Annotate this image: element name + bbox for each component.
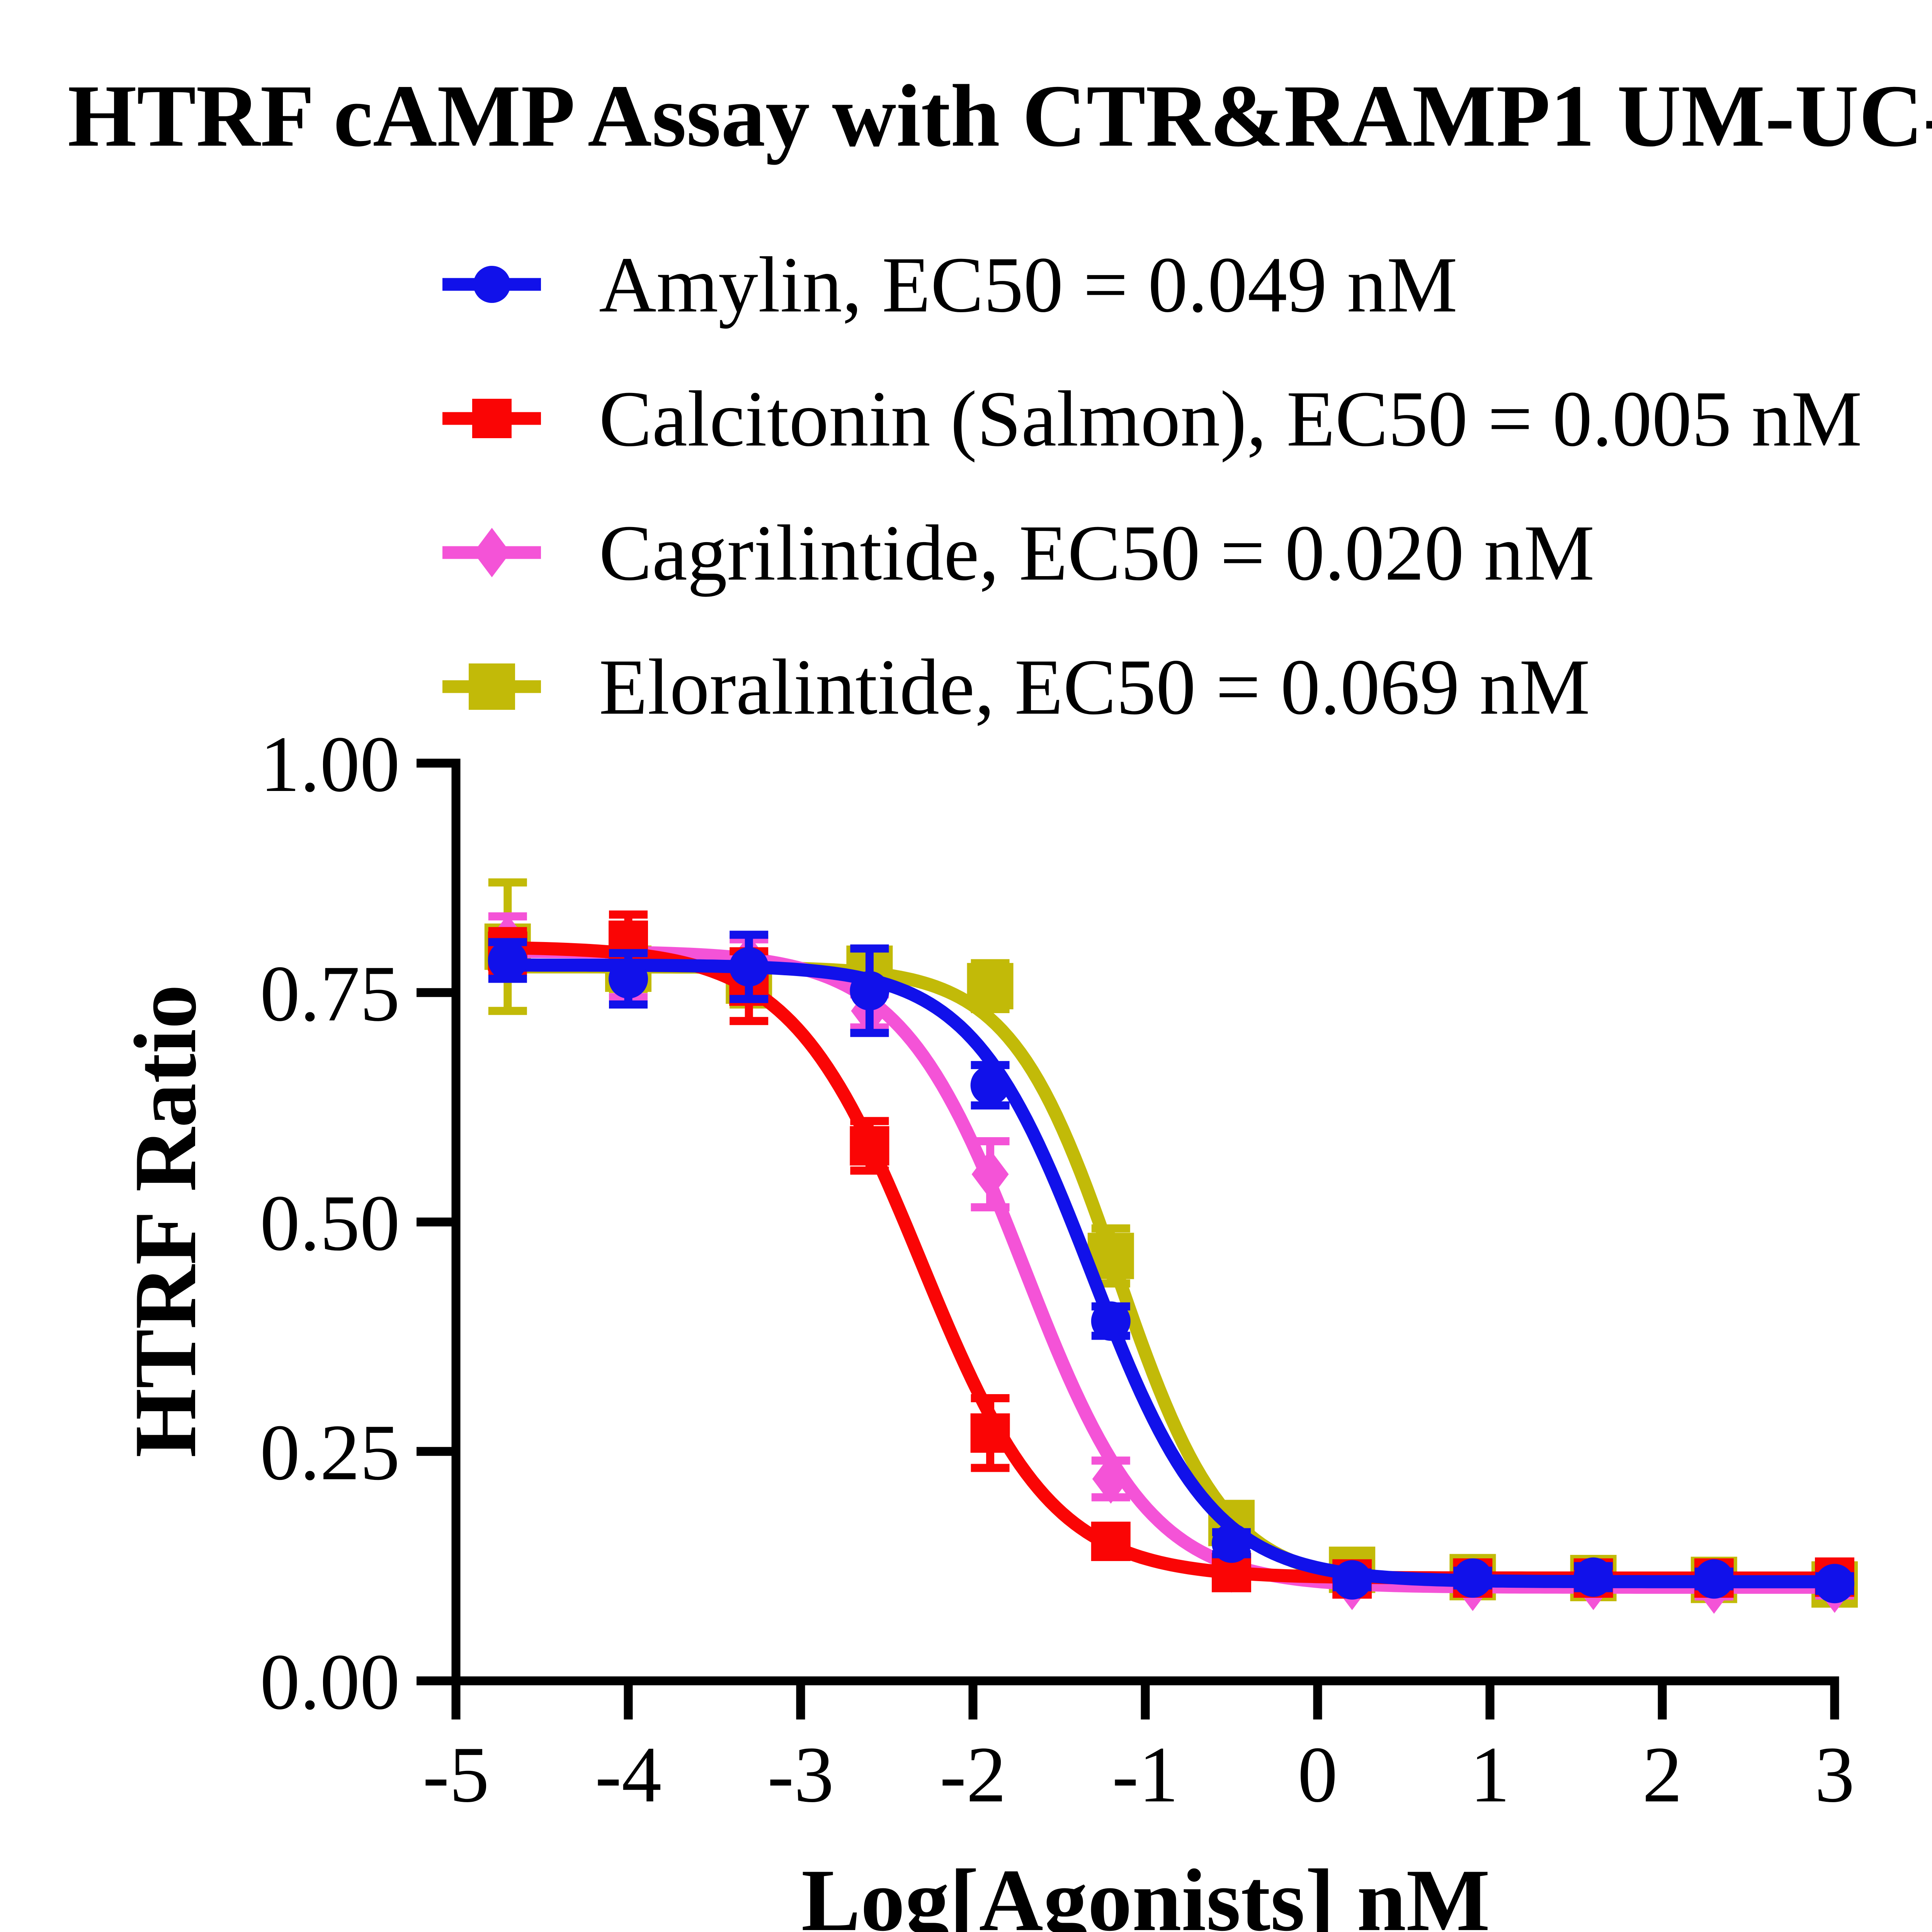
x-tick-label: -5 [423,1730,489,1819]
data-point [971,1150,1009,1199]
legend-item: Cagrilintide, EC50 = 0.020 nM [442,509,1595,597]
x-tick-label: -4 [595,1730,662,1819]
series-eloralintide [484,878,1858,1608]
data-point [1815,1564,1854,1604]
legend-item: Calcitonin (Salmon), EC50 = 0.005 nM [442,374,1862,463]
y-tick-label: 0.75 [260,949,400,1038]
chart-title: HTRF cAMP Assay with CTR&RAMP1 UM-UC-3 (… [68,66,1932,165]
legend-label: Cagrilintide, EC50 = 0.020 nM [599,509,1595,597]
legend-marker [469,663,515,710]
data-point [488,940,527,980]
legend-item: Eloralintide, EC50 = 0.069 nM [442,643,1590,731]
fit-curve [507,960,1835,1590]
y-tick-label: 1.00 [260,720,400,808]
series-plot [484,878,1858,1614]
data-point [850,1126,889,1166]
x-tick-label: 0 [1298,1730,1338,1819]
x-axis-title: Log[Agonists] nM [801,1851,1490,1932]
legend-label: Eloralintide, EC50 = 0.069 nM [599,643,1590,731]
series-cagrilintide [488,910,1854,1614]
data-point [970,1413,1010,1453]
x-tick-label: -2 [940,1730,1006,1819]
x-tick-label: 2 [1642,1730,1682,1819]
series-amylin [488,930,1854,1604]
fit-curve [507,945,1835,1594]
data-point [1453,1558,1493,1598]
data-point [1091,1301,1131,1341]
series-calcitonin-salmon- [488,910,1854,1599]
legend-marker [473,528,510,577]
axes: -5 -4 -3 -2 -1 0 1 2 3 0.00 0.25 0.50 0.75 1.00 [260,720,1855,1819]
x-tick-label: 1 [1470,1730,1510,1819]
x-tick-label: 3 [1815,1730,1855,1819]
y-tick-label: 0.25 [260,1408,400,1497]
legend-label: Amylin, EC50 = 0.049 nM [599,240,1458,329]
data-point [1332,1560,1372,1600]
y-tick-label: 0.00 [260,1638,400,1726]
fit-curve [507,958,1835,1588]
y-tick-label: 0.50 [260,1179,400,1267]
fit-curve [507,941,1835,1585]
data-point [850,971,889,1010]
x-tick-label: -1 [1112,1730,1179,1819]
data-point [609,959,648,999]
data-point [1092,1454,1129,1504]
y-axis-title: HTRF Ratio [116,985,214,1458]
data-point [1573,1557,1613,1597]
x-tick-label: -3 [767,1730,834,1819]
data-point [967,963,1014,1010]
data-point [1212,1523,1251,1563]
legend-marker [472,399,512,438]
data-point [970,1065,1010,1105]
legend-marker [473,266,510,303]
legend-label: Calcitonin (Salmon), EC50 = 0.005 nM [599,374,1862,463]
legend: Amylin, EC50 = 0.049 nM Calcitonin (Salmo… [442,240,1862,731]
data-point [729,947,769,987]
legend-item: Amylin, EC50 = 0.049 nM [442,240,1458,329]
data-point [1091,1522,1131,1561]
data-point [1694,1559,1734,1599]
